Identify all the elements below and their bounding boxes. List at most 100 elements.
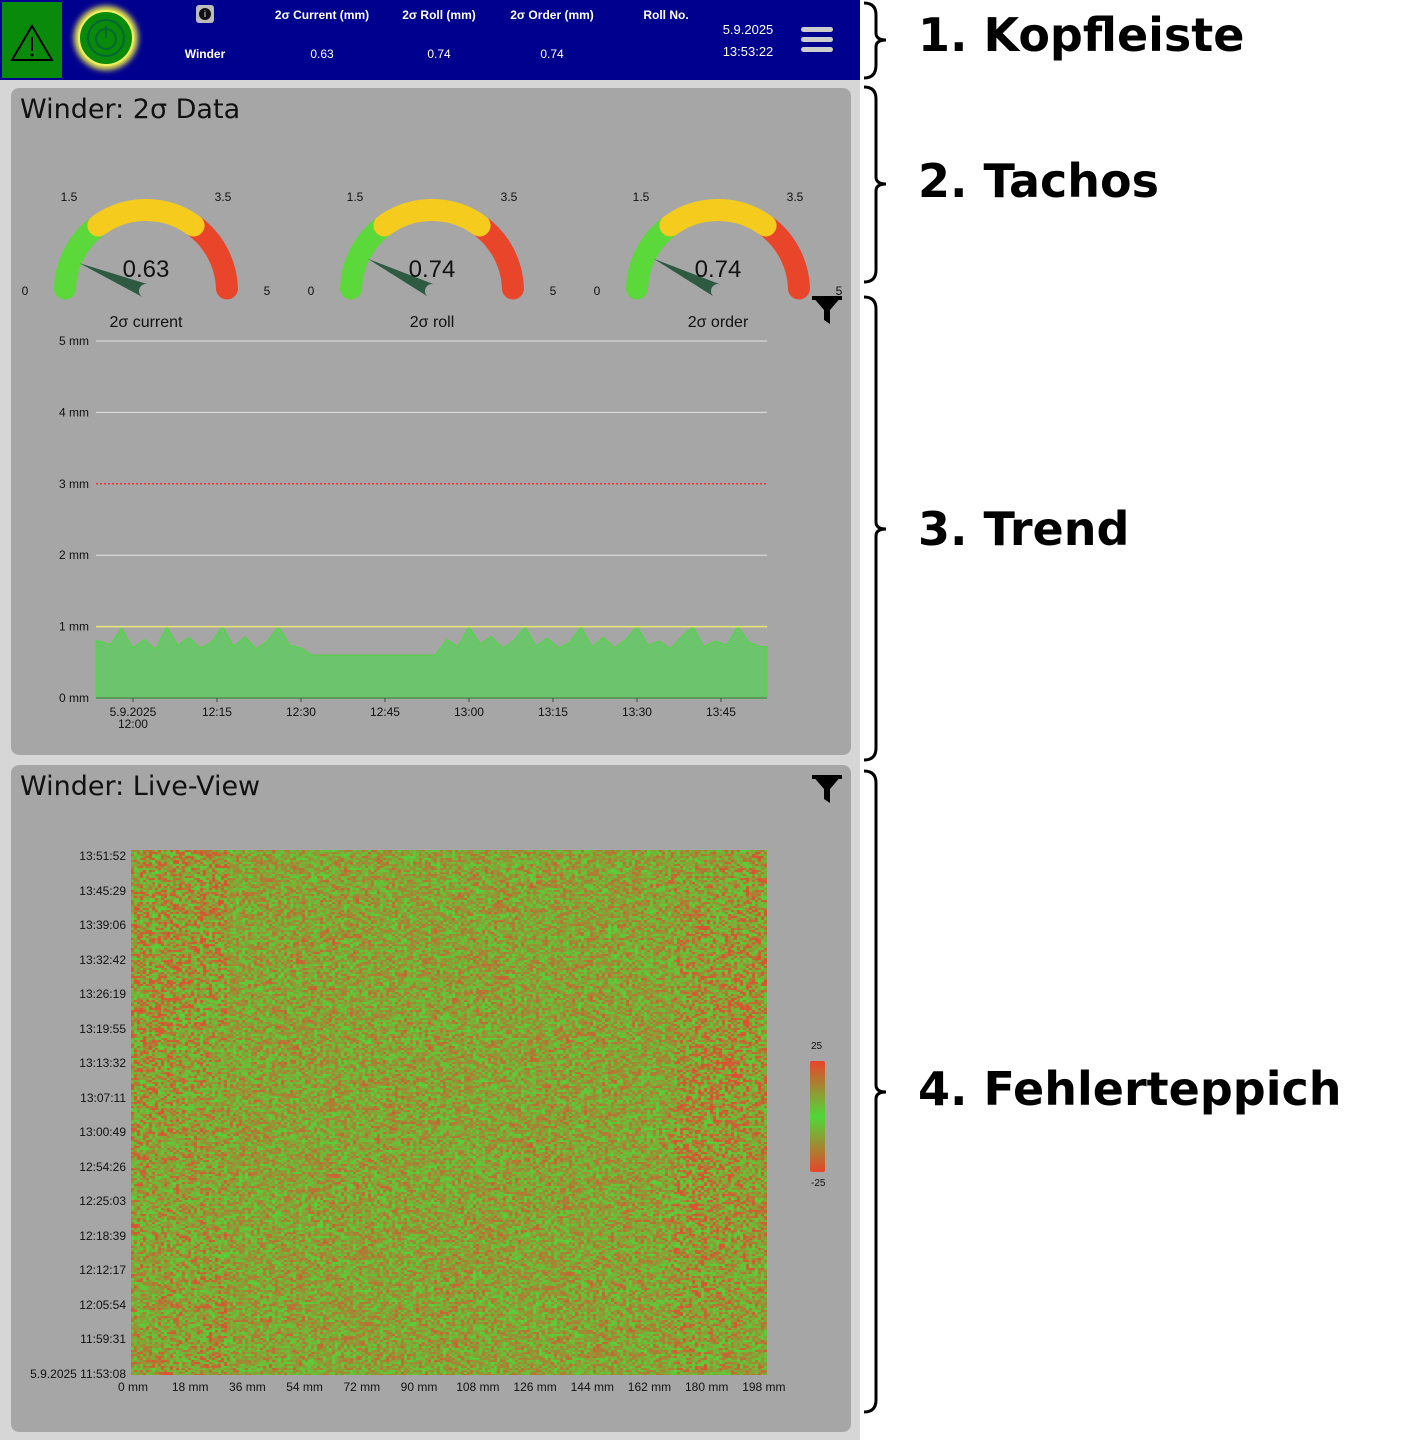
warning-triangle-icon[interactable] xyxy=(2,2,62,78)
y-tick-label: 13:51:52 xyxy=(79,849,126,863)
y-tick-label: 12:54:26 xyxy=(79,1159,126,1174)
y-tick-label: 5.9.2025 11:53:08 xyxy=(30,1366,126,1381)
app-window: i 2σ Current (mm) 2σ Roll (mm) 2σ Order … xyxy=(0,0,860,1440)
y-tick-label: 12:25:03 xyxy=(79,1194,126,1208)
gauge-max: 5 xyxy=(550,284,557,298)
gauge-max: 5 xyxy=(264,284,271,298)
annotation-header: 1. Kopfleiste xyxy=(918,8,1245,62)
x-tick-label: 144 mm xyxy=(570,1380,614,1394)
gauge-label: 2σ roll xyxy=(410,314,455,331)
gauge-threshold-high: 3.5 xyxy=(787,190,804,204)
y-tick-label: 13:00:49 xyxy=(79,1125,126,1139)
x-tick-label: 180 mm xyxy=(685,1380,729,1394)
x-tick-label: 18 mm xyxy=(171,1380,209,1394)
y-tick-label: 13:45:29 xyxy=(79,883,126,898)
y-tick-label: 3 mm xyxy=(59,477,89,491)
annotation-trend: 3. Trend xyxy=(918,502,1130,556)
power-icon xyxy=(87,19,125,57)
x-tick-label: 12:15 xyxy=(202,705,232,719)
gauge-label: 2σ order xyxy=(688,314,749,331)
value-current: 0.63 xyxy=(310,47,334,61)
trend-area xyxy=(95,625,768,699)
trend-filter-button[interactable] xyxy=(810,294,844,328)
x-tick-label: 12:30 xyxy=(286,705,316,719)
col-roll-no: Roll No. xyxy=(643,8,689,22)
gauge-threshold-low: 1.5 xyxy=(61,190,78,204)
menu-button[interactable] xyxy=(800,26,834,56)
x-tick-label: 0 mm xyxy=(118,1380,148,1394)
gauges: 0.63 2σ current 0 5 1.5 3.5 0.74 2σ roll 0 5 1.5 3.… xyxy=(22,190,843,331)
row-label: Winder xyxy=(184,47,226,61)
y-tick-label: 13:39:06 xyxy=(79,918,126,932)
y-tick-label: 13:07:11 xyxy=(80,1090,126,1105)
gauge-threshold-high: 3.5 xyxy=(215,190,232,204)
annotation-heatmap: 4. Fehlerteppich xyxy=(918,1062,1342,1116)
panel-title: Winder: 2σ Data xyxy=(20,94,241,125)
x-tick-label: 13:30 xyxy=(622,705,652,719)
filter-icon xyxy=(812,296,842,324)
x-tick-label: 12:00 xyxy=(118,717,148,731)
gauge-needle xyxy=(367,258,436,298)
gauge: 0.74 2σ roll 0 5 1.5 3.5 xyxy=(308,190,557,331)
annotation-gauges: 2. Tachos xyxy=(918,154,1159,208)
header-bar: i 2σ Current (mm) 2σ Roll (mm) 2σ Order … xyxy=(0,0,860,80)
filter-icon xyxy=(812,775,842,803)
x-tick-label: 54 mm xyxy=(286,1380,323,1394)
gauge-value: 0.74 xyxy=(409,256,456,283)
col-order: 2σ Order (mm) xyxy=(510,8,594,22)
gauge-zone-yellow xyxy=(87,199,205,237)
value-order: 0.74 xyxy=(540,47,564,61)
y-tick-label: 12:18:39 xyxy=(79,1228,126,1243)
gauge-needle xyxy=(653,258,722,298)
y-tick-label: 5 mm xyxy=(59,334,89,348)
y-tick-label: 13:26:19 xyxy=(79,987,126,1001)
x-tick-label: 36 mm xyxy=(229,1380,266,1394)
gauge-label: 2σ current xyxy=(109,314,183,331)
gauge-value: 0.74 xyxy=(695,256,742,283)
y-tick-label: 0 mm xyxy=(59,691,89,705)
hamburger-menu-icon xyxy=(801,27,833,52)
info-button[interactable]: i xyxy=(196,5,214,23)
gauge-min: 0 xyxy=(594,284,601,298)
col-roll: 2σ Roll (mm) xyxy=(402,8,476,22)
gauge-zone-yellow xyxy=(659,199,777,237)
y-tick-label: 4 mm xyxy=(59,405,89,419)
colorbar-max: 25 xyxy=(811,1041,823,1052)
x-tick-label: 108 mm xyxy=(456,1380,500,1394)
x-tick-label: 13:15 xyxy=(538,705,568,719)
x-tick-label: 126 mm xyxy=(513,1380,557,1394)
x-tick-label: 5.9.2025 xyxy=(110,705,157,719)
x-tick-label: 13:00 xyxy=(454,705,484,719)
gauge-threshold-low: 1.5 xyxy=(633,190,650,204)
y-tick-label: 1 mm xyxy=(59,620,89,634)
defect-heatmap[interactable] xyxy=(131,850,767,1375)
gauge-threshold-high: 3.5 xyxy=(501,190,518,204)
panel-title: Winder: Live-View xyxy=(20,771,261,802)
gauge-min: 0 xyxy=(22,284,29,298)
y-tick-label: 12:12:17 xyxy=(79,1263,126,1277)
y-tick-label: 13:32:42 xyxy=(79,952,126,967)
gauge: 0.74 2σ order 0 5 1.5 3.5 xyxy=(594,190,843,331)
value-roll: 0.74 xyxy=(427,47,451,61)
y-tick-label: 12:05:54 xyxy=(79,1297,126,1312)
header-date: 5.9.2025 xyxy=(722,22,774,37)
panel-live-view: Winder: Live-View 13:51:52 13:45:29 13:39:… xyxy=(11,765,851,1432)
liveview-filter-button[interactable] xyxy=(810,773,844,807)
gauge-value: 0.63 xyxy=(123,256,170,283)
colorbar-min: -25 xyxy=(811,1178,826,1189)
gauge-zone-yellow xyxy=(373,199,491,237)
header-time: 13:53:22 xyxy=(722,44,774,59)
gauge-threshold-low: 1.5 xyxy=(347,190,364,204)
gauge-needle xyxy=(79,263,149,298)
y-tick-label: 2 mm xyxy=(59,548,89,562)
x-tick-label: 198 mm xyxy=(742,1380,786,1394)
gauge-min: 0 xyxy=(308,284,315,298)
x-tick-label: 162 mm xyxy=(627,1380,672,1394)
x-tick-label: 72 mm xyxy=(343,1380,381,1394)
y-tick-label: 13:19:55 xyxy=(79,1021,126,1036)
section-brackets xyxy=(863,1,887,1414)
colorbar xyxy=(810,1061,825,1172)
power-button[interactable] xyxy=(78,10,134,66)
gauge: 0.63 2σ current 0 5 1.5 3.5 xyxy=(22,190,271,331)
